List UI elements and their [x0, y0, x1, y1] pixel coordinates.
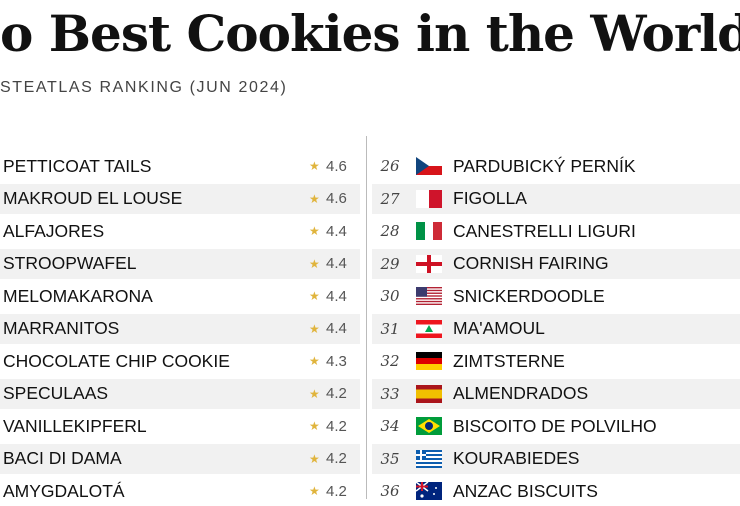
- flag: [416, 157, 442, 175]
- star-icon: ★: [309, 159, 320, 173]
- cookie-name: PARDUBICKÝ PERNÍK: [453, 155, 636, 176]
- ranking-row: VANILLEKIPFERL ★ 4.2: [0, 411, 360, 441]
- rank: 30: [380, 287, 400, 305]
- rating: 4.2: [326, 450, 347, 467]
- ranking-row: 26 PARDUBICKÝ PERNÍK: [372, 151, 740, 181]
- star-icon: ★: [309, 386, 320, 401]
- star-icon: ★: [309, 191, 320, 206]
- rank: 26: [380, 157, 400, 175]
- cookie-name: MARRANITOS: [3, 318, 120, 338]
- flag: [416, 384, 442, 403]
- cookie-name: STROOPWAFEL: [3, 253, 137, 273]
- cookie-name: ANZAC BISCUITS: [453, 480, 598, 501]
- rating: 4.2: [326, 417, 347, 435]
- ranking-row: 27 FIGOLLA: [372, 183, 740, 214]
- rank: 32: [380, 352, 400, 370]
- ranking-row: SPECULAAS ★ 4.2: [0, 378, 360, 409]
- cookie-name: AMYGDALOTÁ: [3, 480, 125, 501]
- rank: 31: [380, 319, 400, 338]
- cookie-name: PETTICOAT TAILS: [3, 155, 152, 176]
- ranking-row: 33 ALMENDRADOS: [372, 378, 740, 409]
- star-icon: ★: [309, 451, 320, 466]
- rank: 34: [380, 417, 400, 435]
- ranking-row: MARRANITOS ★ 4.4: [0, 313, 360, 344]
- title: o Best Cookies in the World: [0, 4, 740, 63]
- rating: 4.4: [326, 255, 347, 272]
- cookie-name: KOURABIEDES: [453, 448, 580, 468]
- cookie-name: CORNISH FAIRING: [453, 253, 609, 273]
- cookie-name: FIGOLLA: [453, 188, 527, 208]
- rank: 28: [380, 222, 400, 240]
- subtitle: STEATLAS RANKING (JUN 2024): [0, 79, 288, 96]
- divider: [366, 136, 367, 499]
- cookie-name: CHOCOLATE CHIP COOKIE: [3, 350, 230, 371]
- ranking-row: MELOMAKARONA ★ 4.4: [0, 281, 360, 311]
- rank: 33: [380, 384, 400, 403]
- ranking-row: 28 CANESTRELLI LIGURI: [372, 216, 740, 246]
- flag: [416, 189, 442, 208]
- ranking-row: 36 ANZAC BISCUITS: [372, 476, 740, 506]
- ranking-row: ALFAJORES ★ 4.4: [0, 216, 360, 246]
- cookie-name: MELOMAKARONA: [3, 285, 153, 306]
- ranking-row: 29 CORNISH FAIRING: [372, 248, 740, 279]
- ranking-row: STROOPWAFEL ★ 4.4: [0, 248, 360, 279]
- ranking-row: PETTICOAT TAILS ★ 4.6: [0, 151, 360, 181]
- star-icon: ★: [309, 289, 320, 303]
- ranking-row: AMYGDALOTÁ ★ 4.2: [0, 476, 360, 506]
- rank: 27: [380, 189, 400, 208]
- rating: 4.4: [326, 222, 347, 240]
- cookie-name: MAKROUD EL LOUSE: [3, 188, 183, 208]
- cookie-name: ALMENDRADOS: [453, 383, 589, 403]
- star-icon: ★: [309, 224, 320, 238]
- cookie-name: BACI DI DAMA: [3, 448, 122, 468]
- star-icon: ★: [309, 321, 320, 336]
- cookie-name: SPECULAAS: [3, 383, 109, 403]
- ranking-row: 31 MA'AMOUL: [372, 313, 740, 344]
- rating: 4.2: [326, 482, 347, 500]
- cookie-name: BISCOITO DE POLVILHO: [453, 415, 657, 436]
- cookie-name: CANESTRELLI LIGURI: [453, 220, 636, 241]
- ranking-row: 30 SNICKERDOODLE: [372, 281, 740, 311]
- flag: [416, 482, 442, 500]
- star-icon: ★: [309, 419, 320, 433]
- rating: 4.4: [326, 287, 347, 305]
- ranking-row: MAKROUD EL LOUSE ★ 4.6: [0, 183, 360, 214]
- cookie-name: MA'AMOUL: [453, 318, 545, 338]
- rank: 36: [380, 482, 400, 500]
- flag: [416, 352, 442, 370]
- rating: 4.3: [326, 352, 347, 370]
- flag: [416, 287, 442, 305]
- rating: 4.4: [326, 320, 347, 337]
- flag: [416, 254, 442, 273]
- star-icon: ★: [309, 484, 320, 498]
- flag: [416, 417, 442, 435]
- flag: [416, 449, 442, 468]
- star-icon: ★: [309, 354, 320, 368]
- ranking-row: 32 ZIMTSTERNE: [372, 346, 740, 376]
- ranking-row: CHOCOLATE CHIP COOKIE ★ 4.3: [0, 346, 360, 376]
- cookie-name: ZIMTSTERNE: [453, 350, 565, 371]
- cookie-name: VANILLEKIPFERL: [3, 415, 147, 436]
- rating: 4.6: [326, 157, 347, 175]
- flag: [416, 319, 442, 338]
- cookie-name: SNICKERDOODLE: [453, 285, 605, 306]
- ranking-row: BACI DI DAMA ★ 4.2: [0, 443, 360, 474]
- star-icon: ★: [309, 256, 320, 271]
- flag: [416, 222, 442, 240]
- rank: 29: [380, 254, 400, 273]
- ranking-row: 35 KOURABIEDES: [372, 443, 740, 474]
- rating: 4.2: [326, 385, 347, 402]
- rating: 4.6: [326, 190, 347, 207]
- ranking-row: 34 BISCOITO DE POLVILHO: [372, 411, 740, 441]
- cookie-name: ALFAJORES: [3, 220, 105, 241]
- rank: 35: [380, 449, 400, 468]
